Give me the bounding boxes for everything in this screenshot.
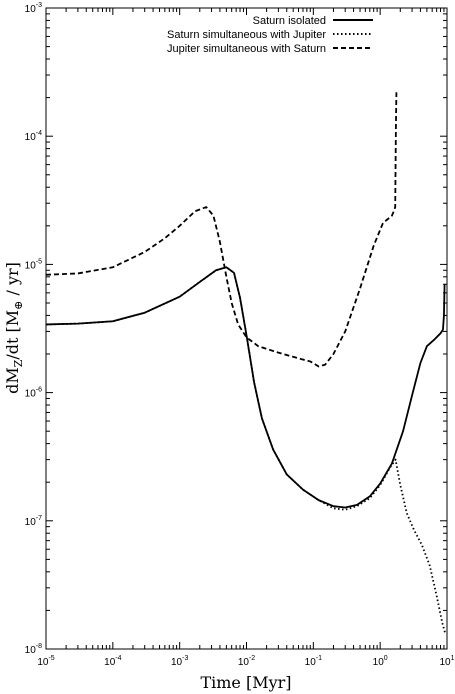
x-tick-label: 10-5 <box>37 655 54 668</box>
x-tick-label: 100 <box>373 655 388 668</box>
legend-label-0: Saturn isolated <box>253 15 326 27</box>
legend: Saturn isolated Saturn simultaneous with… <box>167 15 373 55</box>
y-axis-title-sub: Z <box>12 359 25 367</box>
y-axis-title-mid: /dt [M <box>3 310 22 360</box>
x-tick-label: 10-1 <box>305 655 322 668</box>
y-tick-label: 10-6 <box>25 387 42 400</box>
ticks <box>45 7 448 650</box>
series-line-0 <box>45 266 446 509</box>
x-axis-title: Time [Myr] <box>200 673 291 692</box>
legend-label-2: Jupiter simultaneous with Saturn <box>167 43 326 55</box>
tick-labels: 10-5 10-4 10-3 10-2 10-1 100 101 10-8 10-7 10-6 10… <box>25 2 455 668</box>
x-tick-label: 10-4 <box>104 655 121 668</box>
y-tick-label: 10-5 <box>25 258 42 271</box>
x-tick-label: 10-3 <box>171 655 188 668</box>
x-tick-label: 101 <box>439 655 454 668</box>
x-tick-label: 10-2 <box>238 655 255 668</box>
y-tick-label: 10-8 <box>25 643 42 656</box>
y-tick-label: 10-7 <box>25 515 42 528</box>
y-tick-label: 10-4 <box>25 130 42 143</box>
series-line-1 <box>45 266 447 635</box>
plot-frame <box>45 7 448 650</box>
legend-label-1: Saturn simultaneous with Jupiter <box>167 29 326 41</box>
y-axis-title: dMZ/dt [M⊕ / yr] <box>3 262 25 394</box>
series-lines <box>45 92 447 635</box>
y-axis-title-end: / yr] <box>3 262 22 301</box>
series-line-2 <box>45 92 398 368</box>
y-tick-label: 10-3 <box>25 2 42 15</box>
y-axis-title-main: dM <box>3 367 22 394</box>
y-axis-title-sub2: ⊕ <box>12 301 25 310</box>
